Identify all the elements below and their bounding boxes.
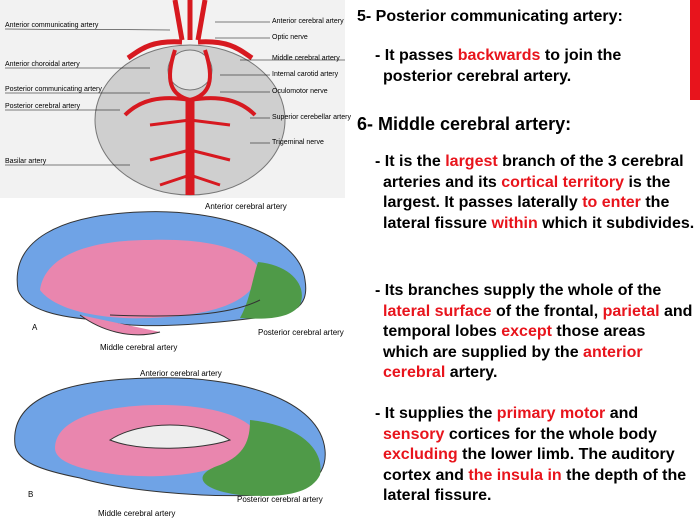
view-letter: B: [28, 490, 33, 499]
medial-brain: [14, 377, 326, 497]
highlight-text: largest: [445, 153, 498, 170]
figure-label: Posterior cerebral artery: [5, 103, 81, 110]
highlight-text: sensory: [383, 425, 445, 443]
figure-label: Optic nerve: [272, 34, 308, 41]
accent-bar: [690, 0, 700, 100]
highlight-text: excluding: [383, 446, 458, 463]
figure-label: Superior cerebellar artery: [272, 114, 351, 121]
highlight-text: cortical territory: [501, 173, 624, 191]
figure-label: Anterior communicating artery: [5, 22, 99, 29]
figure-label: Anterior choroidal artery: [5, 61, 80, 68]
figure-label: Middle cerebral artery: [98, 509, 175, 518]
text-run: - Its branches supply the whole of the: [375, 282, 662, 299]
highlight-text: lateral surface: [383, 302, 492, 320]
highlight-text: parietal: [602, 302, 660, 320]
text-run: of the frontal,: [491, 302, 603, 320]
figure-label: Middle cerebral artery: [272, 55, 340, 62]
text-run: - It supplies the: [375, 405, 497, 422]
figure-label: Oculomotor nerve: [272, 88, 328, 95]
view-letter: A: [32, 323, 38, 332]
figure-label: Anterior cerebral artery: [272, 18, 344, 25]
highlight-text: within: [491, 214, 538, 232]
figure-label: Middle cerebral artery: [100, 343, 177, 352]
text-run: and temporal lobes: [383, 302, 693, 341]
text-run: the lower limb. The auditory cortex and: [383, 446, 675, 484]
section-heading: 6- Middle cerebral artery:: [357, 114, 572, 134]
paragraph: - It passes backwards to join the poster…: [375, 46, 695, 87]
highlight-text: anterior cerebral: [383, 343, 643, 382]
figure-label: Anterior cerebral artery: [140, 369, 222, 378]
highlight-text: primary motor: [496, 405, 606, 422]
lateral-brain: [16, 211, 307, 336]
leader-lines: [4, 21, 345, 166]
text-run: to join the posterior cerebral artery.: [383, 47, 622, 85]
text-run: and: [605, 405, 639, 422]
text-run: the depth of the lateral fissure.: [383, 466, 687, 505]
text-run: cortices for the whole body: [444, 425, 657, 443]
text-run: is the largest. It passes laterally: [383, 173, 671, 212]
figure-label: Basilar artery: [5, 158, 47, 165]
paragraph: - It supplies the primary motor and sens…: [375, 404, 695, 507]
paragraph: - It is the largest branch of the 3 cere…: [375, 152, 695, 234]
text-run: which it subdivides.: [537, 214, 695, 232]
brain-base: [94, 0, 286, 196]
text-run: the lateral fissure: [383, 194, 670, 232]
text-run: artery.: [445, 364, 498, 381]
figure-label: Posterior communicating artery: [5, 86, 102, 93]
section-heading: 5- Posterior communicating artery:: [357, 8, 623, 25]
text-run: - It passes: [375, 47, 458, 64]
paragraph: - Its branches supply the whole of the l…: [375, 281, 695, 384]
text-run: - It is the: [375, 153, 446, 170]
figure-label: Posterior cerebral artery: [237, 495, 323, 504]
text-run: branch of the 3 cerebral arteries and it…: [383, 153, 684, 191]
figure-label: Internal carotid artery: [272, 71, 339, 78]
highlight-text: except: [501, 323, 552, 340]
highlight-text: to enter: [582, 194, 641, 211]
anatomy-figures: Anterior communicating artery Anterior ch…: [0, 0, 351, 518]
figure-label: Trigeminal nerve: [272, 139, 324, 146]
text-run: those areas which are supplied by the: [383, 323, 646, 361]
highlight-text: the insula in: [468, 466, 562, 484]
figure-label: Posterior cerebral artery: [258, 328, 344, 337]
figure-label: Anterior cerebral artery: [205, 202, 287, 211]
highlight-text: backwards: [457, 47, 541, 64]
